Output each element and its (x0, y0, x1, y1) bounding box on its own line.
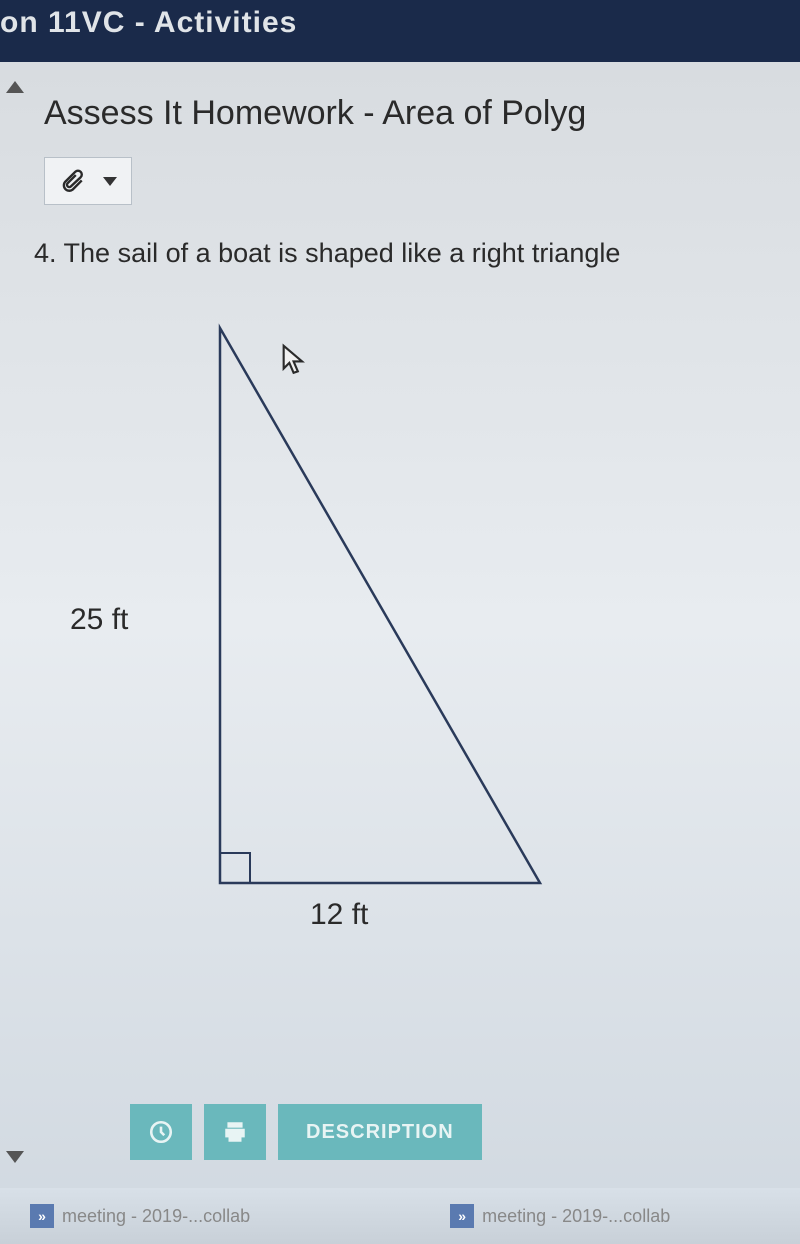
taskbar-label: meeting - 2019-...collab (482, 1206, 670, 1227)
question-body: The sail of a boat is shaped like a righ… (64, 238, 621, 268)
arrow-down-icon (6, 1151, 24, 1163)
arrow-up-icon (6, 81, 24, 93)
print-button[interactable] (204, 1104, 266, 1160)
description-label: DESCRIPTION (306, 1121, 454, 1144)
app-icon: » (450, 1204, 474, 1228)
triangle-shape (220, 328, 540, 883)
attachment-row (44, 157, 800, 205)
scroll-down-button[interactable] (0, 1142, 30, 1172)
scroll-up-button[interactable] (0, 72, 30, 102)
action-buttons: DESCRIPTION (130, 1104, 482, 1160)
header-title: on 11VC - Activities (0, 6, 297, 39)
taskbar-item[interactable]: » meeting - 2019-...collab (450, 1204, 670, 1228)
triangle-base-label: 12 ft (310, 898, 368, 932)
app-icon: » (30, 1204, 54, 1228)
right-angle-marker (220, 853, 250, 883)
triangle-height-label: 25 ft (70, 603, 128, 637)
assessment-title: Assess It Homework - Area of Polyg (0, 76, 800, 157)
cursor-icon (280, 343, 310, 377)
taskbar: » meeting - 2019-...collab » meeting - 2… (0, 1188, 800, 1244)
question-number: 4. (34, 238, 57, 268)
history-button[interactable] (130, 1104, 192, 1160)
question-text: 4. The sail of a boat is shaped like a r… (0, 235, 800, 273)
triangle-svg (80, 323, 640, 933)
clock-icon (148, 1119, 174, 1145)
paperclip-icon (59, 168, 85, 194)
taskbar-item[interactable]: » meeting - 2019-...collab (30, 1204, 250, 1228)
taskbar-label: meeting - 2019-...collab (62, 1206, 250, 1227)
description-button[interactable]: DESCRIPTION (278, 1104, 482, 1160)
app-header: on 11VC - Activities (0, 0, 800, 56)
attachment-button[interactable] (44, 157, 132, 205)
content-area: Assess It Homework - Area of Polyg 4. Th… (0, 56, 800, 963)
chevron-down-icon (103, 177, 117, 186)
triangle-diagram: 25 ft 12 ft (80, 323, 640, 963)
print-icon (222, 1119, 248, 1145)
